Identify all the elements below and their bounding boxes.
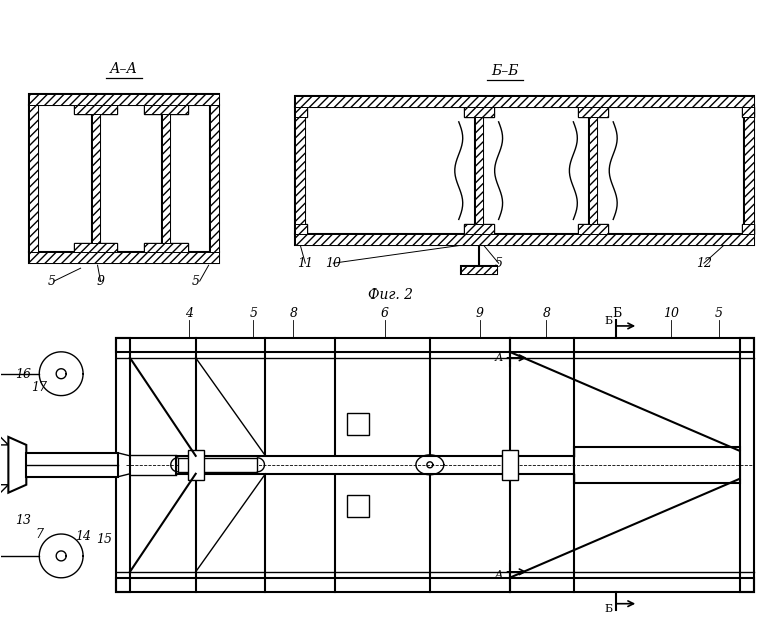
Bar <box>188 450 204 480</box>
Bar <box>296 107 305 234</box>
Bar <box>464 107 494 117</box>
Bar <box>742 107 753 117</box>
Text: 17: 17 <box>31 381 48 394</box>
Bar <box>116 578 753 592</box>
Bar <box>27 453 118 477</box>
Bar <box>178 458 257 472</box>
Bar <box>73 244 118 252</box>
Bar <box>144 105 187 114</box>
Bar <box>296 224 307 234</box>
Bar <box>461 266 497 274</box>
Bar <box>574 447 739 483</box>
Polygon shape <box>0 427 9 445</box>
Bar <box>739 338 753 592</box>
Text: 10: 10 <box>663 307 679 320</box>
Text: 15: 15 <box>96 533 112 546</box>
Bar <box>589 117 597 224</box>
Bar <box>73 105 118 114</box>
Bar <box>116 338 753 352</box>
Bar <box>502 450 518 480</box>
Bar <box>116 338 130 592</box>
Text: 11: 11 <box>297 257 314 270</box>
Bar <box>144 244 187 252</box>
Bar <box>464 224 494 234</box>
Polygon shape <box>9 437 27 493</box>
Bar <box>742 224 753 234</box>
Text: 5: 5 <box>495 257 502 270</box>
Bar <box>30 252 218 263</box>
Bar <box>296 107 305 234</box>
Bar <box>742 224 753 234</box>
Polygon shape <box>0 485 9 503</box>
Bar <box>742 107 753 117</box>
Text: Б: Б <box>604 316 612 326</box>
Bar <box>73 105 118 114</box>
Text: Б: Б <box>612 307 622 320</box>
Text: 5: 5 <box>192 275 200 288</box>
Bar <box>91 114 100 244</box>
Bar <box>347 495 369 516</box>
Bar <box>578 107 608 117</box>
Bar <box>176 456 574 473</box>
Bar <box>144 244 187 252</box>
Text: 8: 8 <box>289 307 297 320</box>
Bar <box>744 107 753 234</box>
Bar <box>161 114 169 244</box>
Bar <box>144 105 187 114</box>
Bar <box>296 96 753 107</box>
Bar <box>461 266 497 274</box>
Bar <box>210 105 218 252</box>
Text: А: А <box>495 353 503 363</box>
Text: Б–Б: Б–Б <box>491 64 519 78</box>
Bar <box>296 234 753 245</box>
Bar <box>347 413 369 435</box>
Bar <box>464 107 494 117</box>
Text: 9: 9 <box>476 307 484 320</box>
Bar <box>210 105 218 252</box>
Text: 5: 5 <box>48 275 56 288</box>
Bar <box>73 244 118 252</box>
Text: Б: Б <box>604 604 612 614</box>
Bar <box>296 224 307 234</box>
Bar <box>744 107 753 234</box>
Bar <box>589 117 597 224</box>
Bar <box>578 224 608 234</box>
Bar <box>30 105 38 252</box>
Text: Фиг. 2: Фиг. 2 <box>367 288 413 302</box>
Bar <box>30 105 38 252</box>
Text: 5: 5 <box>250 307 257 320</box>
Bar <box>578 224 608 234</box>
Text: 10: 10 <box>325 257 341 270</box>
Text: 4: 4 <box>185 307 193 320</box>
Text: А–А: А–А <box>110 62 138 76</box>
Bar <box>296 107 307 117</box>
Text: А: А <box>495 570 503 580</box>
Bar <box>161 114 169 244</box>
Text: 6: 6 <box>381 307 389 320</box>
Bar <box>475 117 483 224</box>
Bar <box>475 117 483 224</box>
Bar <box>464 224 494 234</box>
Text: 9: 9 <box>97 275 105 288</box>
Text: 16: 16 <box>16 368 31 381</box>
Bar <box>30 94 218 105</box>
Bar <box>296 96 753 107</box>
Bar <box>91 114 100 244</box>
Text: 13: 13 <box>16 513 31 526</box>
Bar <box>30 94 218 105</box>
Bar <box>30 252 218 263</box>
Bar <box>296 234 753 245</box>
Bar <box>578 107 608 117</box>
Text: 7: 7 <box>35 528 43 541</box>
Text: 12: 12 <box>696 257 712 270</box>
Bar <box>296 107 307 117</box>
Text: 5: 5 <box>714 307 723 320</box>
Text: 8: 8 <box>542 307 551 320</box>
Text: 14: 14 <box>75 531 91 543</box>
